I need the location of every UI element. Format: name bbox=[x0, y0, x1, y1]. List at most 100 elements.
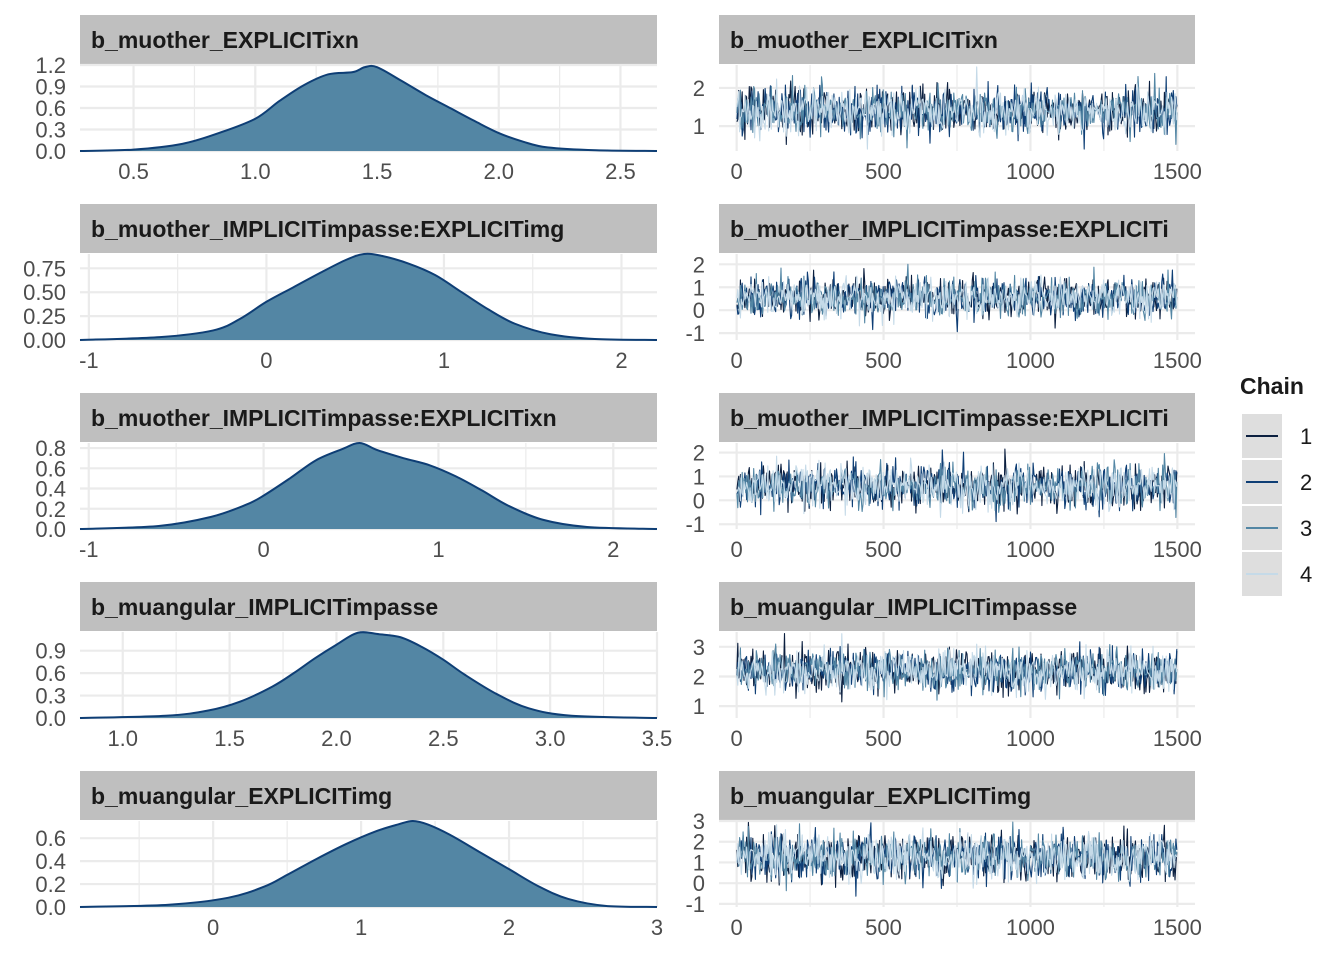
chain-4-trace bbox=[736, 633, 1178, 701]
x-tick-label: 2 bbox=[615, 348, 627, 373]
x-tick-label: 2.0 bbox=[321, 726, 352, 751]
y-tick-label: 0.0 bbox=[35, 139, 66, 164]
facet-title: b_muother_EXPLICITixn bbox=[91, 27, 359, 53]
x-tick-label: 1000 bbox=[1006, 159, 1055, 184]
density-curve bbox=[79, 631, 658, 719]
chain-4-trace bbox=[736, 824, 1178, 889]
x-tick-label: 0 bbox=[731, 915, 743, 940]
density-panel-4: b_muangular_EXPLICITimg 0 1 2 3 0.00.20.40.6 bbox=[35, 771, 663, 940]
y-tick-label: 2 bbox=[693, 441, 705, 466]
y-tick-label: 0.50 bbox=[23, 280, 66, 305]
y-tick-label: 2 bbox=[693, 664, 705, 689]
facet-strip bbox=[719, 582, 1195, 631]
y-tick-label: 1.2 bbox=[35, 53, 66, 78]
x-tick-label: 1500 bbox=[1153, 348, 1202, 373]
chain-4-trace bbox=[736, 274, 1178, 327]
trace-panel-3: b_muangular_IMPLICITimpasse 0 500 1000 1500 1… bbox=[693, 582, 1202, 751]
x-tick-label: 1.5 bbox=[362, 159, 393, 184]
facet-title: b_muangular_EXPLICITimg bbox=[91, 783, 392, 809]
chain-4-trace bbox=[736, 455, 1178, 518]
density-curve bbox=[79, 252, 658, 341]
trace-panel-0: b_muother_EXPLICITixn 0 500 1000 1500 1 2 bbox=[693, 15, 1202, 184]
chain-2-trace bbox=[736, 76, 1178, 150]
facet-title: b_muangular_IMPLICITimpasse bbox=[91, 594, 438, 620]
facet-title: b_muother_IMPLICITimpasse:EXPLICITi bbox=[730, 405, 1169, 431]
facet-strip bbox=[80, 582, 657, 631]
y-tick-label: 0.0 bbox=[35, 895, 66, 920]
density-area bbox=[80, 253, 657, 340]
density-curve bbox=[79, 64, 658, 152]
density-area bbox=[80, 65, 657, 151]
y-tick-label: 1 bbox=[693, 275, 705, 300]
y-tick-label: 0.75 bbox=[23, 256, 66, 281]
density-area bbox=[80, 632, 657, 718]
x-tick-label: 0 bbox=[731, 159, 743, 184]
x-tick-label: 1.0 bbox=[107, 726, 138, 751]
x-tick-label: 500 bbox=[865, 159, 902, 184]
facet-title: b_muangular_IMPLICITimpasse bbox=[730, 594, 1077, 620]
x-tick-label: 0.5 bbox=[118, 159, 149, 184]
y-tick-label: 0.3 bbox=[35, 118, 66, 143]
x-tick-label: 500 bbox=[865, 537, 902, 562]
y-tick-label: 0.2 bbox=[35, 497, 66, 522]
y-tick-label: 0.2 bbox=[35, 872, 66, 897]
y-tick-label: 0.9 bbox=[35, 639, 66, 664]
y-tick-label: 0.6 bbox=[35, 96, 66, 121]
y-tick-label: 0.3 bbox=[35, 684, 66, 709]
facet-strip bbox=[719, 771, 1195, 820]
facet-title: b_muother_IMPLICITimpasse:EXPLICITi bbox=[730, 216, 1169, 242]
y-tick-label: 0.25 bbox=[23, 304, 66, 329]
x-tick-label: 3 bbox=[651, 915, 663, 940]
y-tick-label: 3 bbox=[693, 809, 705, 834]
y-tick-label: 2 bbox=[693, 830, 705, 855]
y-tick-label: 1 bbox=[693, 694, 705, 719]
y-tick-label: 0.8 bbox=[35, 436, 66, 461]
legend-label: 2 bbox=[1300, 470, 1312, 495]
y-tick-label: 0.6 bbox=[35, 456, 66, 481]
y-tick-label: 0.00 bbox=[23, 328, 66, 353]
facet-title: b_muother_EXPLICITixn bbox=[730, 27, 998, 53]
y-tick-label: 0.9 bbox=[35, 75, 66, 100]
x-tick-label: 1 bbox=[432, 537, 444, 562]
y-tick-label: 3 bbox=[693, 635, 705, 660]
legend-title: Chain bbox=[1240, 373, 1304, 399]
y-tick-label: 1 bbox=[693, 464, 705, 489]
x-tick-label: 0 bbox=[207, 915, 219, 940]
x-tick-label: 1500 bbox=[1153, 726, 1202, 751]
chain-1-trace bbox=[736, 632, 1178, 703]
y-tick-label: -1 bbox=[685, 512, 705, 537]
density-panel-1: b_muother_IMPLICITimpasse:EXPLICITimg -1 0… bbox=[23, 204, 658, 373]
facet-strip bbox=[80, 15, 657, 64]
x-tick-label: 0 bbox=[260, 348, 272, 373]
density-panel-2: b_muother_IMPLICITimpasse:EXPLICITixn -1 0… bbox=[35, 393, 658, 562]
y-tick-label: 0.4 bbox=[35, 849, 66, 874]
x-tick-label: 0 bbox=[731, 348, 743, 373]
y-tick-label: 2 bbox=[693, 252, 705, 277]
x-tick-label: 2.5 bbox=[428, 726, 459, 751]
x-tick-label: 1500 bbox=[1153, 915, 1202, 940]
legend-label: 1 bbox=[1300, 424, 1312, 449]
x-tick-label: 1.5 bbox=[214, 726, 245, 751]
x-tick-label: 1000 bbox=[1006, 537, 1055, 562]
facet-strip bbox=[80, 771, 657, 820]
trace-panel-2: b_muother_IMPLICITimpasse:EXPLICITi 0 500 1… bbox=[685, 393, 1202, 562]
x-tick-label: 1000 bbox=[1006, 915, 1055, 940]
chain-2-trace bbox=[736, 269, 1178, 333]
x-tick-label: 3.0 bbox=[535, 726, 566, 751]
x-tick-label: 1 bbox=[355, 915, 367, 940]
x-tick-label: 0 bbox=[257, 537, 269, 562]
y-tick-label: 1 bbox=[693, 850, 705, 875]
trace-panel-1: b_muother_IMPLICITimpasse:EXPLICITi 0 500 1… bbox=[685, 204, 1202, 373]
legend-label: 3 bbox=[1300, 516, 1312, 541]
chain-3-trace bbox=[736, 72, 1178, 149]
facet-strip bbox=[80, 204, 657, 253]
y-tick-label: -1 bbox=[685, 892, 705, 917]
facet-title: b_muangular_EXPLICITimg bbox=[730, 783, 1031, 809]
y-tick-label: 0 bbox=[693, 871, 705, 896]
facet-strip bbox=[80, 393, 657, 442]
y-tick-label: 0.6 bbox=[35, 826, 66, 851]
x-tick-label: 2.0 bbox=[483, 159, 514, 184]
y-tick-label: -1 bbox=[685, 321, 705, 346]
y-tick-label: 0.0 bbox=[35, 517, 66, 542]
